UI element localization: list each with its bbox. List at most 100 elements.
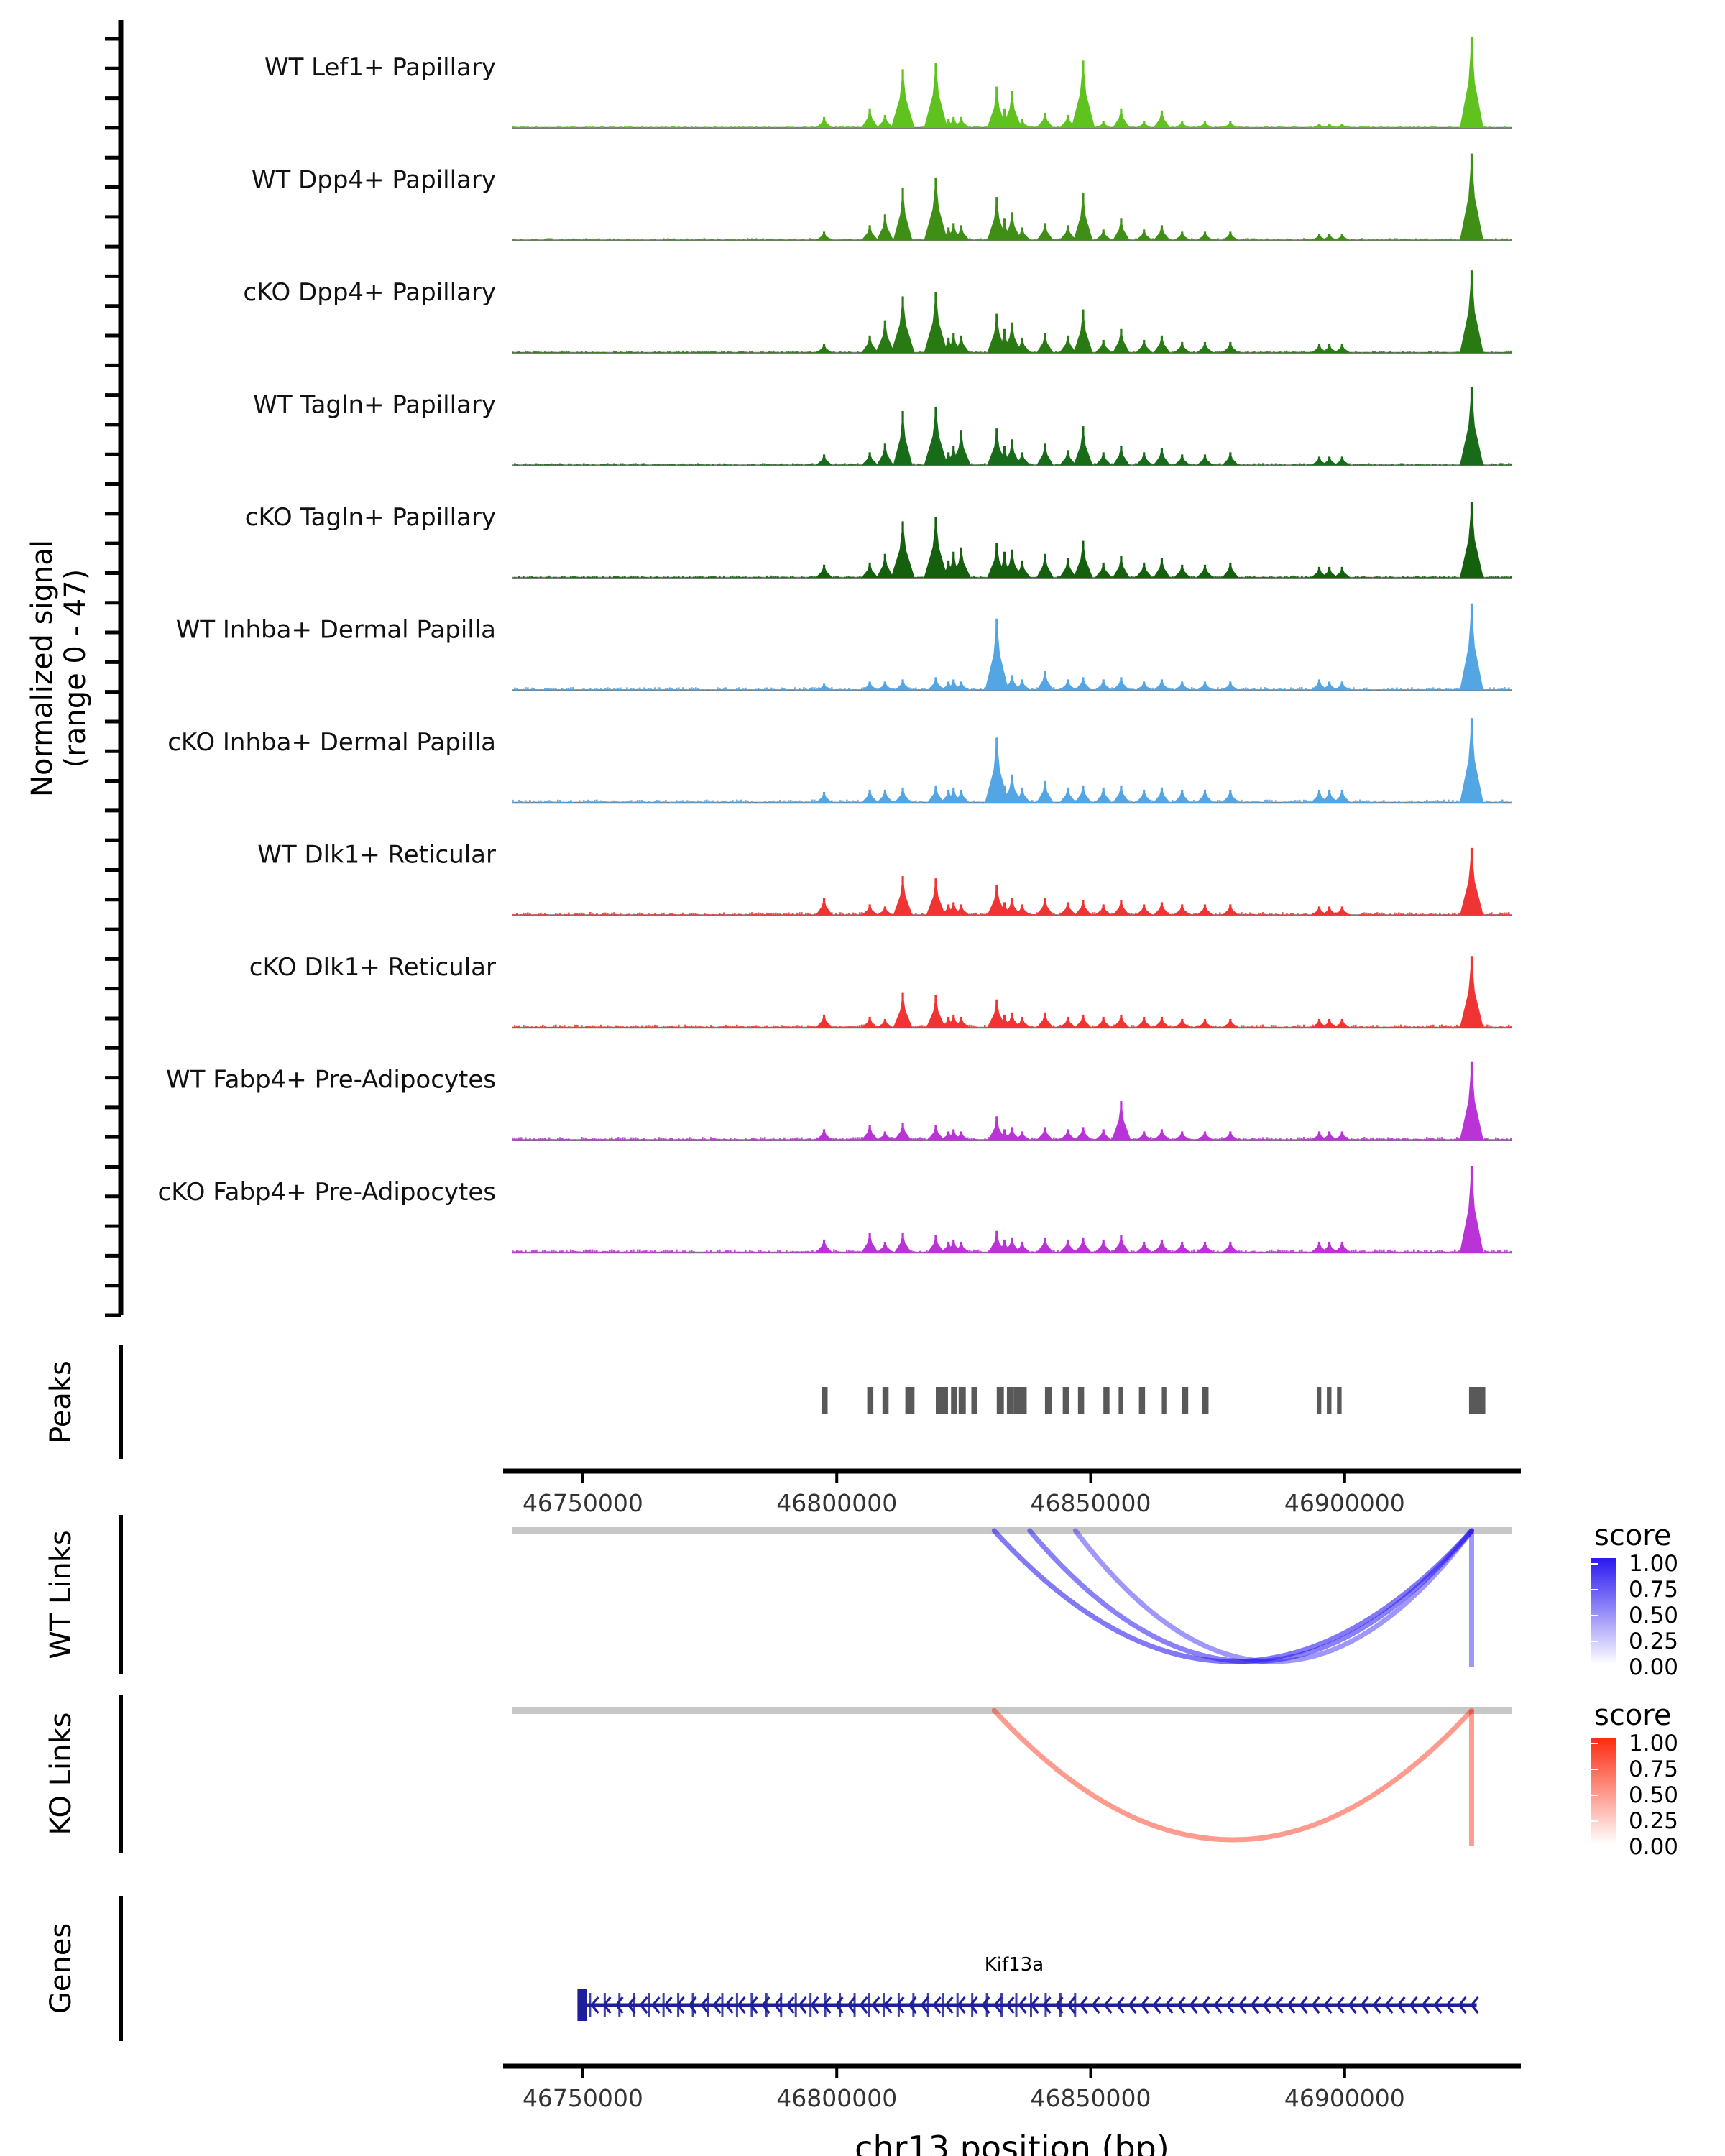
noise-bar <box>788 351 790 353</box>
track-label-6: WT Inhba+ Dermal Papilla <box>176 616 496 645</box>
peak-region[interactable] <box>882 1387 889 1414</box>
noise-bar <box>768 464 770 466</box>
noise-bar <box>792 1138 794 1141</box>
noise-bar <box>850 1250 852 1253</box>
noise-bar <box>1264 576 1266 578</box>
peak-region[interactable] <box>1182 1387 1189 1414</box>
noise-bar <box>783 800 786 803</box>
peak-region[interactable] <box>867 1387 874 1414</box>
signal-peak-spike <box>995 885 998 916</box>
noise-bar <box>1452 912 1454 916</box>
noise-bar <box>673 801 676 803</box>
peak-region[interactable] <box>1118 1387 1123 1414</box>
noise-bar <box>579 126 581 128</box>
noise-bar <box>861 1137 863 1141</box>
noise-bar <box>758 801 760 803</box>
noise-bar <box>678 576 680 578</box>
peak-region[interactable] <box>1103 1387 1110 1414</box>
noise-bar <box>559 1025 561 1028</box>
noise-bar <box>585 1137 587 1141</box>
peak-region[interactable] <box>1316 1387 1322 1414</box>
signal-peak-spike <box>1328 456 1331 466</box>
peak-region[interactable] <box>1337 1387 1342 1414</box>
peak-region[interactable] <box>1044 1387 1052 1414</box>
peak-region[interactable] <box>822 1387 828 1414</box>
noise-bar <box>557 351 559 353</box>
noise-bar <box>1284 1250 1286 1253</box>
peak-region[interactable] <box>1013 1387 1022 1414</box>
noise-bar <box>546 801 548 803</box>
peak-region[interactable] <box>1468 1387 1486 1414</box>
signal-peak-spike <box>883 789 886 803</box>
peak-region[interactable] <box>1077 1387 1085 1414</box>
noise-bar <box>1385 464 1387 466</box>
noise-bar <box>969 1138 971 1141</box>
peak-region[interactable] <box>1138 1387 1146 1414</box>
noise-bar <box>749 239 751 241</box>
peak-region[interactable] <box>1202 1387 1209 1414</box>
noise-bar <box>533 1027 535 1028</box>
noise-bar <box>852 1250 855 1253</box>
peak-region[interactable] <box>951 1387 957 1414</box>
noise-bar <box>665 239 667 241</box>
peak-region[interactable] <box>1021 1387 1027 1414</box>
noise-bar <box>760 1250 762 1253</box>
noise-bar <box>639 239 641 241</box>
link-arc[interactable] <box>991 1528 1474 1664</box>
noise-bar <box>1428 1252 1430 1253</box>
signal-peak-spike <box>901 876 904 916</box>
peak-region[interactable] <box>958 1387 966 1414</box>
peak-region[interactable] <box>936 1387 948 1414</box>
peak-region[interactable] <box>1327 1387 1332 1414</box>
peak-region[interactable] <box>1162 1387 1167 1414</box>
noise-bar <box>799 688 801 691</box>
noise-bar <box>1381 801 1383 803</box>
peak-region[interactable] <box>905 1387 915 1414</box>
noise-bar <box>538 464 540 466</box>
noise-bar <box>1413 802 1415 803</box>
noise-bar <box>643 801 645 803</box>
noise-bar <box>1273 1025 1275 1028</box>
noise-bar <box>1491 1250 1493 1253</box>
noise-bar <box>1195 1025 1197 1028</box>
peak-region[interactable] <box>1006 1387 1013 1414</box>
noise-bar <box>1059 912 1062 916</box>
noise-bar <box>1271 463 1273 466</box>
noise-bar <box>919 1137 921 1141</box>
noise-bar <box>540 126 542 128</box>
signal-peak-spike <box>1044 112 1046 128</box>
noise-bar <box>736 799 738 803</box>
noise-bar <box>921 576 924 578</box>
signal-peak-spike <box>1203 1131 1207 1141</box>
noise-bar <box>542 464 544 466</box>
noise-bar <box>1303 1251 1305 1253</box>
noise-bar <box>732 913 734 916</box>
noise-bar <box>833 1138 835 1141</box>
noise-bar <box>637 1138 639 1141</box>
signal-peak-spike <box>1067 679 1070 691</box>
noise-bar <box>1258 351 1260 353</box>
link-arc[interactable] <box>1072 1528 1474 1664</box>
peak-region[interactable] <box>1062 1387 1070 1414</box>
peak-region[interactable] <box>996 1387 1004 1414</box>
noise-bar <box>1249 1139 1251 1141</box>
noise-bar <box>781 1252 783 1253</box>
noise-bar <box>1221 1137 1223 1141</box>
link-arc[interactable] <box>1027 1528 1474 1664</box>
noise-bar <box>736 575 738 578</box>
noise-bar <box>811 1250 814 1253</box>
noise-bar <box>581 688 583 691</box>
peak-region[interactable] <box>971 1387 978 1414</box>
signal-peak-spike <box>1328 906 1331 916</box>
signal-peak-spike <box>1340 1241 1343 1253</box>
noise-bar <box>1456 577 1458 578</box>
noise-bar <box>1215 463 1217 466</box>
noise-bar <box>799 800 801 803</box>
noise-bar <box>1238 577 1241 578</box>
noise-bar <box>641 1250 643 1253</box>
noise-bar <box>1266 1137 1269 1141</box>
signal-peak-spike <box>1021 119 1024 128</box>
noise-bar <box>973 575 975 578</box>
noise-bar <box>777 801 779 803</box>
noise-bar <box>1415 913 1417 916</box>
